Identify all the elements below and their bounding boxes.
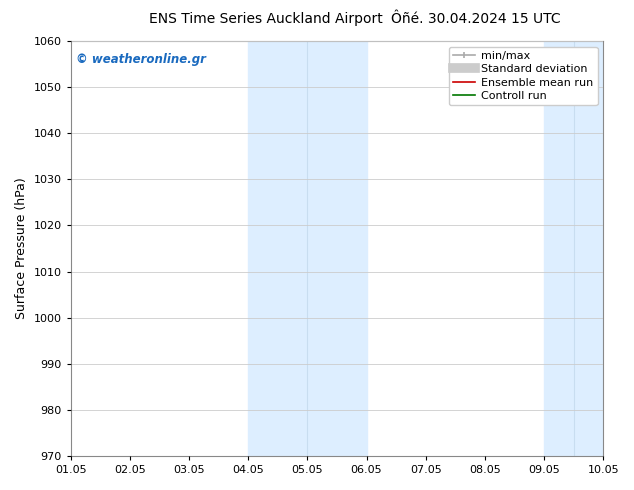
Y-axis label: Surface Pressure (hPa): Surface Pressure (hPa) [15,178,28,319]
Text: © weatheronline.gr: © weatheronline.gr [76,53,206,67]
Bar [544,41,603,456]
Legend: min/max, Standard deviation, Ensemble mean run, Controll run: min/max, Standard deviation, Ensemble me… [449,47,598,105]
Text: ENS Time Series Auckland Airport: ENS Time Series Auckland Airport [150,12,383,26]
Text: Ôñé. 30.04.2024 15 UTC: Ôñé. 30.04.2024 15 UTC [391,12,560,26]
Bar [248,41,366,456]
